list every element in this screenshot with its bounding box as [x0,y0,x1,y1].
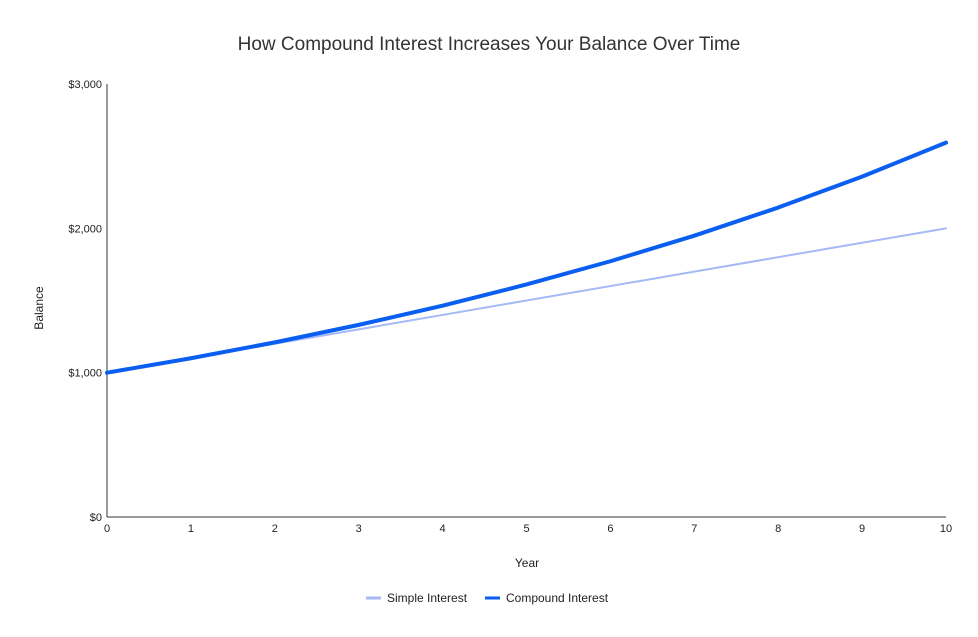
x-tick-label: 5 [523,523,529,535]
x-tick-label: 8 [775,523,781,535]
x-tick-label: 1 [188,523,194,535]
x-tick-label: 7 [691,523,697,535]
y-axis-title: Balance [32,286,46,330]
y-tick-label: $1,000 [68,368,102,380]
y-axis-ticks: $0 $1,000 $2,000 $3,000 [68,79,102,524]
x-tick-label: 10 [940,523,952,535]
legend: Simple Interest Compound Interest [366,591,609,605]
x-tick-label: 0 [104,523,110,535]
chart-title: How Compound Interest Increases Your Bal… [238,34,741,55]
y-tick-label: $2,000 [68,223,102,235]
series-line-compound-interest [105,140,948,375]
legend-label-compound-interest: Compound Interest [506,591,609,605]
series-layer [105,140,948,375]
y-tick-label: $0 [90,512,102,524]
x-tick-label: 9 [859,523,865,535]
x-axis-title: Year [515,556,539,570]
legend-label-simple-interest: Simple Interest [387,591,468,605]
x-axis-ticks: 0 1 2 3 4 5 6 7 8 9 10 [104,523,952,535]
x-tick-label: 6 [607,523,613,535]
y-tick-label: $3,000 [68,79,102,91]
x-tick-label: 3 [356,523,362,535]
x-tick-label: 2 [272,523,278,535]
x-tick-label: 4 [440,523,446,535]
